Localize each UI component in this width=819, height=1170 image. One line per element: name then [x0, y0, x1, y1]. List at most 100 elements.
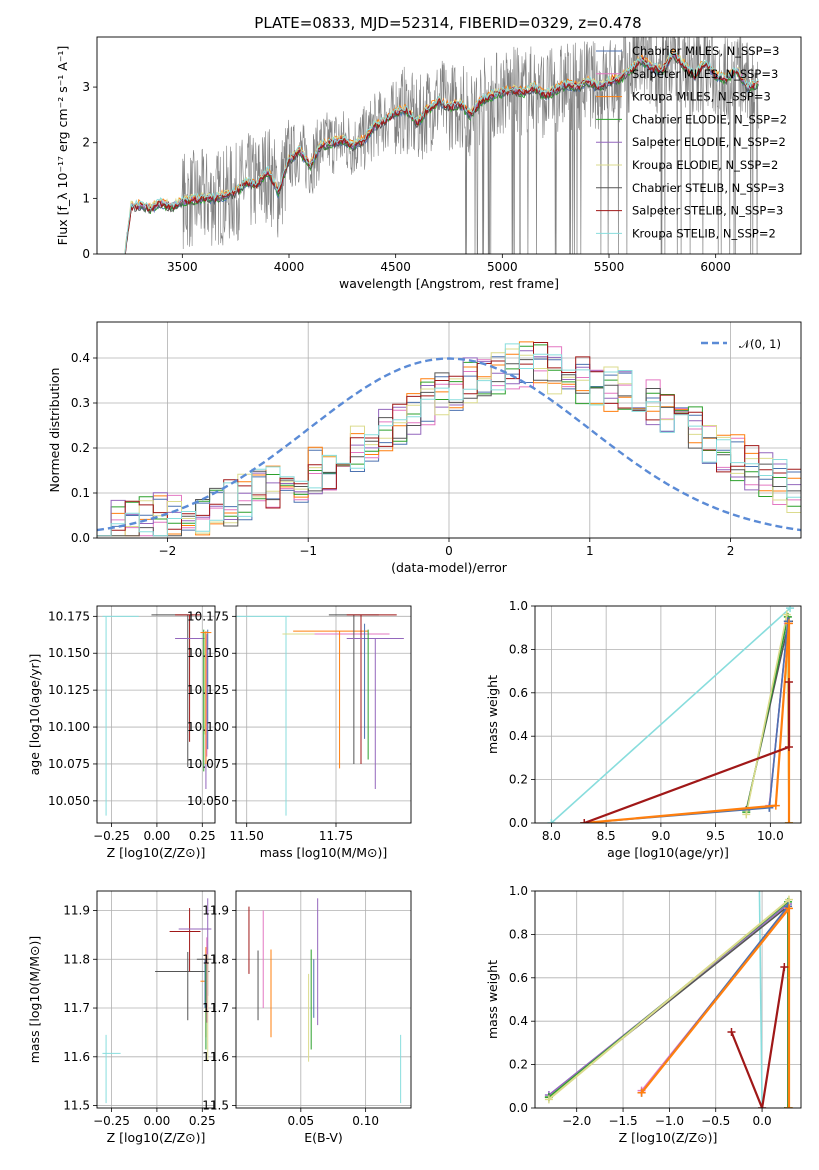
- y-axis-label: mass weight: [485, 960, 500, 1039]
- y-tick-label: 11.6: [202, 1050, 229, 1064]
- x-tick-label: 9.0: [651, 829, 670, 843]
- mass-vs-metallicity-panel: −0.25 0.00 0.25 11.5 11.6 11.7 11.8 11.9 Z [log1…: [27, 890, 216, 1145]
- y-tick-label: 10.050: [187, 794, 229, 808]
- mass-weight-marker: [544, 1095, 553, 1104]
- y-tick-label: 11.9: [202, 904, 229, 918]
- x-tick-label: 0: [445, 544, 453, 558]
- legend-label: 𝒩(0, 1): [739, 337, 781, 351]
- y-tick-label: 0.2: [509, 773, 528, 787]
- y-tick-label: 11.5: [202, 1099, 229, 1113]
- x-tick-label: −1.0: [655, 1114, 684, 1128]
- residual-histogram-step: [97, 342, 801, 537]
- mass-weight-marker: [784, 895, 793, 904]
- x-tick-label: 6000: [700, 260, 731, 274]
- mass-weight-line: [548, 904, 789, 1108]
- x-axis-label: Z [log10(Z/Z⊙)]: [107, 845, 206, 860]
- y-tick-label: 10.150: [48, 646, 90, 660]
- legend-label: Chabrier MILES, N_SSP=3: [632, 44, 779, 58]
- mass-weight-marker: [784, 904, 793, 913]
- y-tick-label: 0.8: [509, 642, 528, 656]
- y-tick-label: 0.6: [509, 971, 528, 985]
- axes-frame: [96, 605, 216, 824]
- axes-frame: [534, 605, 802, 824]
- x-tick-label: −2: [159, 544, 177, 558]
- x-tick-label: 10.0: [757, 829, 784, 843]
- y-axis-label: Flux [f_λ 10⁻¹⁷ erg cm⁻² s⁻¹ A⁻¹]: [55, 46, 70, 246]
- age-vs-mass-panel: 11.50 11.75 10.050 10.075 10.100 10.125 10.150…: [187, 605, 412, 860]
- x-tick-label: −0.25: [93, 829, 130, 843]
- legend-label: Salpeter ELODIE, N_SSP=2: [632, 135, 786, 149]
- axes-frame: [235, 605, 412, 824]
- y-tick-label: 10.100: [48, 720, 90, 734]
- y-tick-label: 2: [82, 136, 90, 150]
- mass-weight-marker: [547, 819, 556, 823]
- mass-weight-marker: [727, 1028, 736, 1037]
- y-tick-label: 0.4: [71, 351, 90, 365]
- x-tick-label: 0.00: [144, 1114, 171, 1128]
- y-tick-label: 10.175: [187, 609, 229, 623]
- plot-area: [102, 898, 212, 1104]
- x-tick-label: 11.75: [319, 829, 353, 843]
- plot-area: [124, 37, 759, 254]
- y-tick-label: 0.2: [71, 441, 90, 455]
- x-tick-label: 0.00: [144, 829, 171, 843]
- x-tick-label: 8.5: [597, 829, 616, 843]
- normal-distribution-curve: [97, 357, 801, 532]
- y-tick-label: 10.050: [48, 794, 90, 808]
- mass-weight-line: [730, 966, 786, 1108]
- y-tick-label: 0.0: [509, 816, 528, 830]
- y-tick-label: 11.6: [63, 1050, 90, 1064]
- axes-frame: [235, 890, 412, 1109]
- x-axis-label: mass [log10(M/M⊙)]: [260, 845, 388, 860]
- y-tick-label: 0.0: [71, 531, 90, 545]
- mass-weight-marker: [755, 876, 763, 884]
- x-tick-label: 11.50: [230, 829, 264, 843]
- legend-label: Chabrier STELIB, N_SSP=3: [632, 181, 784, 195]
- x-tick-label: 9.5: [706, 829, 725, 843]
- y-tick-label: 0.3: [71, 396, 90, 410]
- y-tick-label: 0.8: [509, 927, 528, 941]
- y-axis-label: Normed distribution: [47, 368, 62, 493]
- y-tick-label: 1.0: [509, 884, 528, 898]
- y-tick-label: 11.9: [63, 904, 90, 918]
- y-tick-label: 0.0: [509, 1101, 528, 1115]
- model-spectrum-line: [124, 50, 759, 254]
- x-tick-label: −2.0: [562, 1114, 591, 1128]
- y-tick-label: 0.4: [509, 1014, 528, 1028]
- x-axis-label: E(B-V): [304, 1130, 343, 1145]
- mass-weight-marker: [580, 819, 589, 823]
- x-tick-label: 4000: [274, 260, 305, 274]
- legend-label: Kroupa ELODIE, N_SSP=2: [632, 158, 778, 172]
- legend-label: Kroupa STELIB, N_SSP=2: [632, 226, 776, 240]
- plot-area: [547, 606, 795, 823]
- mass-weight-vs-age-panel: 8.0 8.5 9.0 9.5 10.0 0.0 0.2 0.4 0.6 0.8 1.0 age [l…: [485, 599, 802, 860]
- plot-area: [97, 341, 801, 537]
- x-axis-label: age [log10(age/yr)]: [607, 845, 729, 860]
- x-tick-label: 4500: [380, 260, 411, 274]
- mass-weight-line: [758, 891, 763, 1108]
- y-tick-label: 10.150: [187, 646, 229, 660]
- y-tick-label: 10.125: [48, 683, 90, 697]
- y-tick-label: 1.0: [509, 599, 528, 613]
- mass-weight-marker: [780, 962, 789, 971]
- x-tick-label: 0.10: [352, 1114, 379, 1128]
- y-axis-label: mass weight: [485, 675, 500, 754]
- legend-label: Kroupa MILES, N_SSP=3: [632, 90, 771, 104]
- axes-frame: [534, 890, 802, 1109]
- x-tick-label: 0.0: [753, 1114, 772, 1128]
- y-tick-label: 10.175: [48, 609, 90, 623]
- y-tick-label: 11.8: [202, 952, 229, 966]
- y-tick-label: 11.7: [202, 1001, 229, 1015]
- y-tick-label: 0.4: [509, 729, 528, 743]
- spectrum-panel: 3500 4000 4500 5000 5500 6000 0 1 2 3 wavelength […: [55, 36, 802, 291]
- model-spectrum-line: [124, 51, 759, 254]
- age-vs-metallicity-panel: −0.25 0.00 0.25 10.050 10.075 10.100 10.125 10.…: [27, 605, 216, 860]
- mass-weight-marker: [758, 1104, 767, 1108]
- mass-weight-line: [584, 621, 789, 823]
- y-tick-label: 3: [82, 80, 90, 94]
- x-tick-label: 1: [586, 544, 594, 558]
- y-tick-label: 10.125: [187, 683, 229, 697]
- legend-label: Salpeter STELIB, N_SSP=3: [632, 204, 783, 218]
- mass-weight-marker: [784, 677, 793, 686]
- model-spectrum-line: [124, 53, 759, 254]
